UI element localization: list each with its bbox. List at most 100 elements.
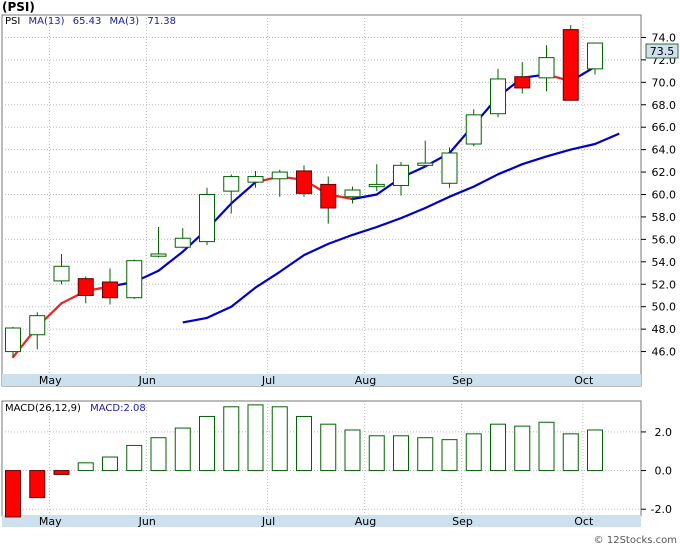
grid-layer	[2, 15, 641, 515]
ma13-line	[182, 132, 620, 324]
candle-up	[368, 183, 385, 188]
macd-bar	[490, 423, 506, 472]
macd-bar	[271, 406, 288, 472]
candle-up	[174, 237, 191, 248]
macd-params: MACD(26,12,9)	[5, 403, 81, 414]
price-tick-label: 52.0	[652, 278, 677, 291]
candle-down	[296, 170, 312, 194]
candle-up	[465, 114, 482, 145]
macd-bar	[393, 435, 409, 472]
price-legend: PSI MA(13) 65.43 MA(3) 71.38	[5, 16, 176, 27]
ma3-segment	[230, 181, 257, 205]
legend-ma3-label: MA(3)	[110, 16, 140, 27]
tick-layer: 46.0 48.0 50.0 52.0 54.0 56.0 58.0 60.0 62.0 64.0…	[641, 31, 676, 516]
macd-bar	[247, 404, 264, 472]
month-layer: May May Jun Jun Jul Jul Aug Aug Sep Sep Oct Oct	[39, 374, 594, 528]
macd-bar	[538, 421, 555, 472]
macd-bar	[514, 425, 531, 472]
price-tick-label: 74.0	[652, 31, 677, 44]
candle-up	[223, 176, 240, 192]
candle-up	[53, 265, 70, 282]
price-month-label: May	[39, 374, 62, 387]
legend-ma3-value: 71.38	[147, 16, 176, 27]
candle-layer	[5, 25, 603, 358]
candle-up	[587, 42, 603, 70]
macd-legend: MACD(26,12,9) MACD:2.08	[5, 403, 146, 414]
macd-month-label: Jul	[261, 515, 275, 528]
price-tick-label: 58.0	[652, 211, 677, 224]
candle-up	[393, 164, 409, 187]
macd-bar-negative	[53, 470, 70, 475]
macd-month-label: Aug	[355, 515, 376, 528]
macd-bar	[441, 439, 458, 472]
candle-up	[199, 194, 215, 243]
candle-up	[344, 189, 361, 198]
candle-down	[77, 278, 94, 296]
candle-down	[320, 183, 337, 209]
macd-month-label: Oct	[574, 515, 594, 528]
candle-down	[102, 281, 118, 299]
macd-month-band	[2, 515, 641, 527]
legend-ma13-label: MA(13)	[29, 16, 65, 27]
macd-bar	[223, 406, 240, 472]
candle-up	[271, 171, 288, 180]
macd-bar	[368, 435, 385, 472]
price-tick-label: 46.0	[652, 346, 677, 359]
ma3-segment	[157, 250, 184, 272]
macd-bar-negative	[5, 470, 21, 518]
macd-bar	[320, 423, 337, 472]
price-tick-label: 62.0	[652, 166, 677, 179]
macd-month-label: May	[39, 515, 62, 528]
candle-up	[150, 253, 167, 257]
watermark: © 12Stocks.com	[594, 535, 677, 546]
macd-layer	[5, 404, 603, 518]
macd-bar	[296, 415, 312, 472]
macd-bar	[562, 433, 579, 472]
macd-bar	[150, 437, 167, 472]
price-tick-label: 64.0	[652, 144, 677, 157]
candle-down	[514, 76, 531, 89]
candle-up	[29, 315, 46, 336]
last-price-value: 73.5	[650, 45, 675, 58]
price-tick-label: 54.0	[652, 256, 677, 269]
macd-month-label: Jun	[138, 515, 156, 528]
chart-title: (PSI)	[2, 0, 35, 14]
macd-bar	[77, 462, 94, 472]
price-month-label: Jul	[261, 374, 275, 387]
price-tick-label: 60.0	[652, 189, 677, 202]
macd-bar	[417, 437, 434, 472]
price-tick-label: 56.0	[652, 233, 677, 246]
price-tick-label: 66.0	[652, 121, 677, 134]
macd-tick-label: -2.0	[651, 503, 672, 516]
macd-bar	[102, 456, 118, 472]
price-tick-label: 68.0	[652, 99, 677, 112]
candle-up	[247, 176, 264, 183]
candle-up	[490, 78, 506, 115]
macd-bar	[174, 427, 191, 472]
macd-bar	[344, 429, 361, 472]
ma3-segment	[351, 193, 378, 201]
price-month-label: Aug	[355, 374, 376, 387]
macd-value: MACD:2.08	[90, 403, 146, 414]
legend-symbol: PSI	[5, 16, 20, 27]
macd-tick-label: 2.0	[655, 426, 673, 439]
candle-up	[538, 57, 555, 79]
candle-down	[562, 29, 579, 101]
macd-bar-negative	[29, 470, 46, 499]
candle-up	[5, 327, 21, 353]
candle-up	[441, 152, 458, 184]
legend-ma13-value: 65.43	[73, 16, 102, 27]
macd-bar	[126, 444, 143, 472]
price-month-band	[2, 374, 641, 386]
candle-up	[417, 162, 434, 166]
price-month-label: Jun	[138, 374, 156, 387]
macd-bar	[199, 415, 215, 472]
candle-up	[126, 260, 143, 299]
price-tick-label: 48.0	[652, 323, 677, 336]
price-tick-label: 70.0	[652, 76, 677, 89]
last-price-tag: 73.5	[645, 43, 679, 59]
price-tick-label: 50.0	[652, 301, 677, 314]
macd-bar	[587, 429, 603, 472]
